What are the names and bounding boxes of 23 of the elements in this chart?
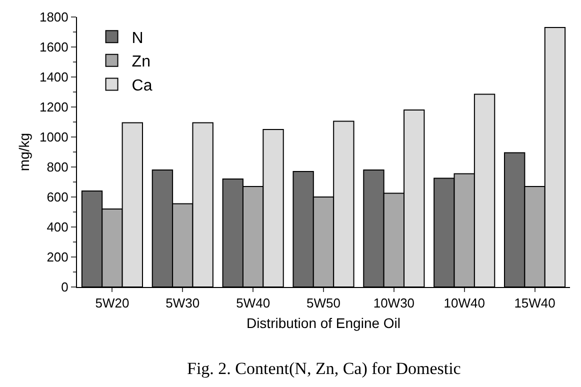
x-tick-label: 5W40 — [236, 296, 270, 311]
y-tick-label: 400 — [46, 220, 68, 235]
y-tick-label: 1200 — [39, 100, 68, 115]
y-tick-label: 600 — [46, 190, 68, 205]
y-tick-label: 0 — [61, 280, 68, 295]
legend-label: N — [132, 30, 144, 47]
y-tick-label: 1600 — [39, 40, 68, 55]
caption: Fig. 2. Content(N, Zn, Ca) for Domestic — [187, 359, 462, 378]
x-tick-label: 5W20 — [95, 296, 130, 311]
legend-label: Ca — [132, 77, 152, 94]
legend-label: Zn — [132, 54, 150, 71]
x-tick-label: 15W40 — [514, 296, 556, 311]
y-tick-label: 1000 — [39, 130, 68, 145]
y-tick-label: 200 — [46, 250, 68, 265]
y-tick-label: 1800 — [39, 10, 68, 25]
x-tick-label: 5W50 — [306, 296, 340, 311]
y-axis-title: mg/kg — [16, 132, 32, 172]
x-tick-label: 5W30 — [166, 296, 200, 311]
y-tick-label: 800 — [46, 160, 68, 175]
x-tick-label: 10W30 — [373, 296, 415, 311]
y-tick-label: 1400 — [39, 70, 68, 85]
x-axis-title: Distribution of Engine Oil — [246, 314, 401, 331]
x-tick-label: 10W40 — [444, 296, 485, 311]
